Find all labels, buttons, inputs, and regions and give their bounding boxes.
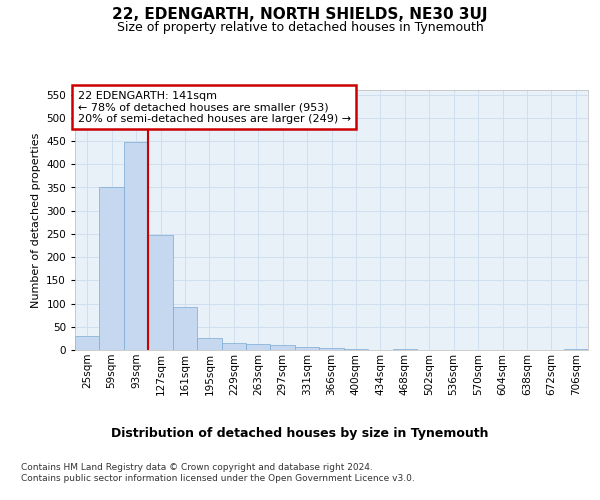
Bar [344, 348, 368, 350]
Bar [295, 347, 319, 350]
Bar [319, 348, 344, 350]
Text: Size of property relative to detached houses in Tynemouth: Size of property relative to detached ho… [116, 21, 484, 34]
Bar [271, 346, 295, 350]
Text: Distribution of detached houses by size in Tynemouth: Distribution of detached houses by size … [111, 428, 489, 440]
Bar [124, 142, 148, 350]
Bar [197, 338, 221, 350]
Text: Contains HM Land Registry data © Crown copyright and database right 2024.: Contains HM Land Registry data © Crown c… [21, 462, 373, 471]
Text: 22, EDENGARTH, NORTH SHIELDS, NE30 3UJ: 22, EDENGARTH, NORTH SHIELDS, NE30 3UJ [112, 8, 488, 22]
Text: Contains public sector information licensed under the Open Government Licence v3: Contains public sector information licen… [21, 474, 415, 483]
Text: 22 EDENGARTH: 141sqm
← 78% of detached houses are smaller (953)
20% of semi-deta: 22 EDENGARTH: 141sqm ← 78% of detached h… [77, 90, 350, 124]
Bar [246, 344, 271, 350]
Bar [392, 349, 417, 350]
Bar [75, 336, 100, 350]
Bar [563, 349, 588, 350]
Bar [148, 235, 173, 350]
Y-axis label: Number of detached properties: Number of detached properties [31, 132, 41, 308]
Bar [100, 188, 124, 350]
Bar [221, 343, 246, 350]
Bar [173, 307, 197, 350]
